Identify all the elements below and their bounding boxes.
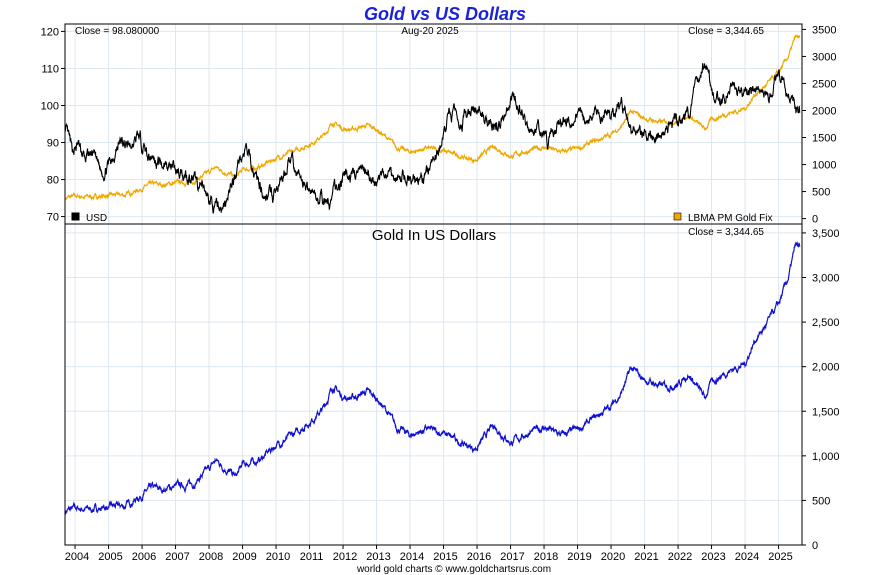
bottom-right-tick-label: 0 (812, 540, 818, 552)
top-right-tick-label: 1000 (812, 160, 836, 172)
x-tick-label: 2024 (735, 551, 759, 563)
top-right-tick-label: 2500 (812, 78, 836, 90)
x-tick-label: 2009 (232, 551, 256, 563)
x-tick-label: 2017 (500, 551, 524, 563)
top-left-tick-label: 80 (47, 175, 59, 187)
x-tick-label: 2014 (400, 551, 424, 563)
x-tick-label: 2019 (567, 551, 591, 563)
bottom-right-tick-label: 3,000 (812, 273, 840, 285)
bottom-right-tick-label: 2,000 (812, 362, 840, 374)
usd-index-line (64, 63, 801, 214)
x-tick-label: 2021 (634, 551, 658, 563)
x-tick-label: 2007 (165, 551, 189, 563)
top-right-tick-label: 1500 (812, 133, 836, 145)
top-right-tick-label: 2000 (812, 105, 836, 117)
legend-usd-label: USD (86, 213, 107, 224)
x-tick-label: 2025 (768, 551, 792, 563)
bottom-right-tick-label: 3,500 (812, 228, 840, 240)
chart-title: Gold vs US Dollars (364, 4, 526, 24)
bottom-chart-title: Gold In US Dollars (372, 227, 496, 244)
top-header-right: Close = 3,344.65 (688, 26, 764, 37)
x-tick-label: 2006 (132, 551, 156, 563)
bottom-right-tick-label: 1,500 (812, 406, 840, 418)
top-header-center: Aug-20 2025 (401, 26, 459, 37)
top-left-axis: 120 110 100 90 80 70 (41, 26, 65, 224)
top-panel-grid (65, 24, 802, 224)
bottom-panel-series (64, 240, 801, 516)
x-tick-label: 2013 (366, 551, 390, 563)
legend-gold-label: LBMA PM Gold Fix (688, 213, 772, 224)
top-panel-series (64, 33, 801, 214)
x-tick-label: 2008 (199, 551, 223, 563)
x-tick-label: 2012 (333, 551, 357, 563)
bottom-x-axis: 2004 2005 2006 2007 2008 2009 2010 2011 2012 2013… (65, 545, 793, 563)
bottom-right-tick-label: 2,500 (812, 317, 840, 329)
x-tick-label: 2022 (668, 551, 692, 563)
x-tick-label: 2016 (467, 551, 491, 563)
x-tick-label: 2010 (266, 551, 290, 563)
bottom-right-tick-label: 500 (812, 495, 830, 507)
top-left-tick-label: 110 (41, 63, 59, 75)
legend-gold-swatch (673, 212, 682, 221)
bottom-panel-frame (64, 223, 803, 546)
x-tick-label: 2023 (701, 551, 725, 563)
legend-usd-swatch (71, 212, 80, 221)
top-right-tick-label: 0 (812, 214, 818, 226)
x-tick-label: 2004 (65, 551, 89, 563)
top-left-tick-label: 120 (41, 26, 59, 38)
top-right-axis: 3500 3000 2500 2000 1500 1000 500 0 (802, 24, 836, 226)
footer-credit: world gold charts © www.goldchartsrus.co… (356, 564, 551, 575)
x-tick-label: 2011 (300, 551, 324, 563)
gold-usd-line (64, 240, 801, 516)
top-left-tick-label: 100 (41, 100, 59, 112)
bottom-header-right: Close = 3,344.65 (688, 227, 764, 238)
x-tick-label: 2020 (601, 551, 625, 563)
bottom-panel-grid (65, 224, 802, 546)
top-left-tick-label: 90 (47, 138, 59, 150)
bottom-right-tick-label: 1,000 (812, 451, 840, 463)
top-right-tick-label: 3000 (812, 51, 836, 63)
top-left-tick-label: 70 (47, 212, 59, 224)
x-tick-label: 2018 (534, 551, 558, 563)
top-right-tick-label: 500 (812, 187, 830, 199)
bottom-right-axis: 3,500 3,000 2,500 2,000 1,500 1,000 500 0 (802, 228, 840, 552)
top-right-tick-label: 3500 (812, 24, 836, 36)
x-tick-label: 2015 (433, 551, 457, 563)
x-tick-label: 2005 (98, 551, 122, 563)
top-header-left: Close = 98.080000 (75, 26, 160, 37)
